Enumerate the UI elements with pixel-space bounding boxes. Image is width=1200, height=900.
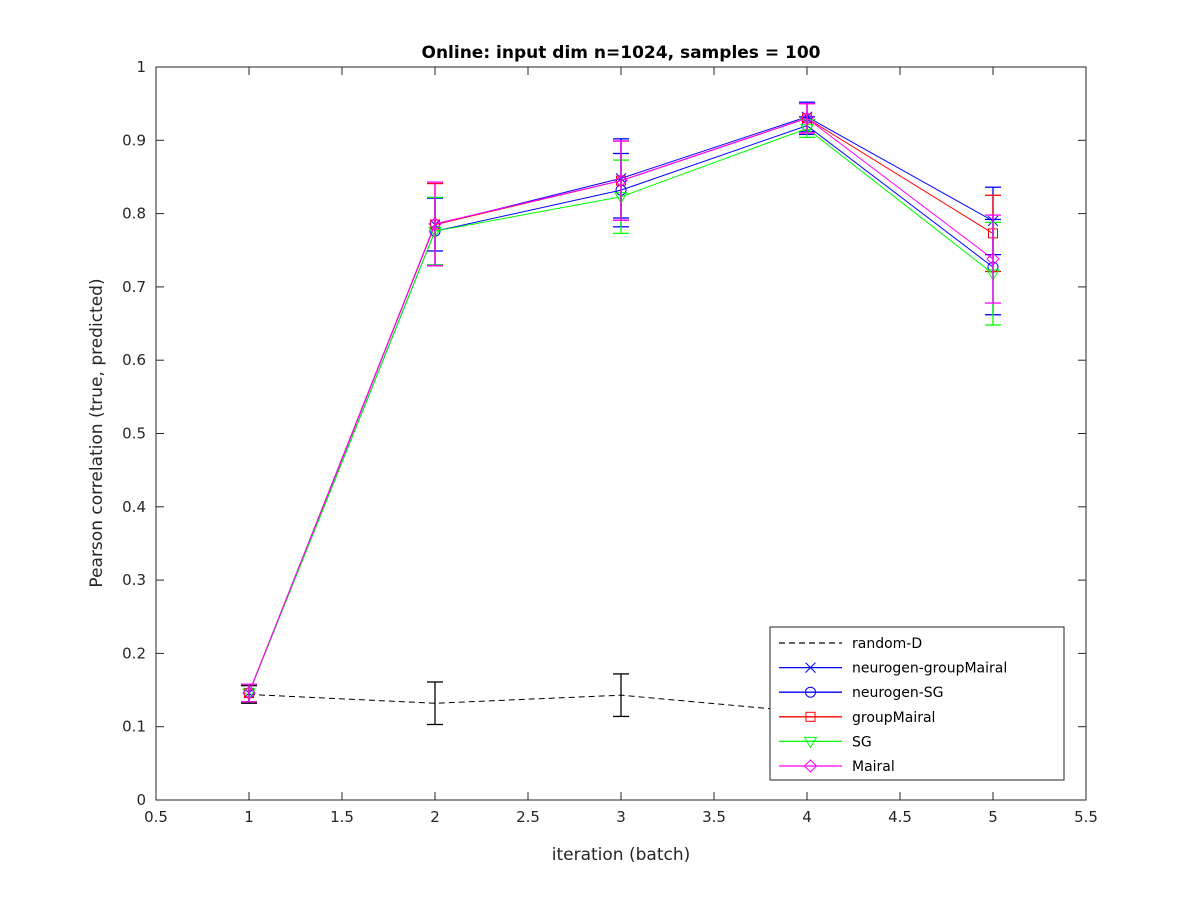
y-tick-label: 0.6 xyxy=(122,351,146,369)
legend-marker xyxy=(805,711,816,722)
y-axis-label: Pearson correlation (true, predicted) xyxy=(87,278,107,587)
series-layer xyxy=(241,101,1001,726)
data-point xyxy=(986,252,1000,266)
x-axis-label: iteration (batch) xyxy=(552,845,690,865)
data-point xyxy=(800,111,814,126)
legend-box xyxy=(769,626,1065,781)
data-point xyxy=(428,217,442,231)
legend-marker xyxy=(803,759,818,773)
data-point xyxy=(242,686,256,700)
legend-marker xyxy=(803,736,818,749)
data-point xyxy=(614,173,628,188)
x-tick-label: 5 xyxy=(988,808,998,826)
series-5 xyxy=(241,103,1001,703)
legend-label: SG xyxy=(852,734,872,750)
y-tick-label: 0.2 xyxy=(122,644,146,662)
legend-label: neurogen-SG xyxy=(852,685,944,701)
y-tick-label: 0 xyxy=(136,791,146,809)
y-tick-label: 0.8 xyxy=(122,205,146,223)
axis-ticks: 0.5 1 1.5 2 2.5 3 3.5 4 4.5 5 5.5 0 0.1 0.2 0.3 0.4 0.5 0… xyxy=(122,58,1098,826)
x-tick-label: 0.5 xyxy=(144,808,168,826)
x-tick-label: 4 xyxy=(802,808,812,826)
y-tick-label: 0.9 xyxy=(122,131,146,149)
legend-label: random-D xyxy=(852,636,922,652)
legend-marker xyxy=(805,686,816,698)
x-tick-label: 3 xyxy=(616,808,626,826)
x-tick-label: 5.5 xyxy=(1074,808,1098,826)
y-tick-label: 0.1 xyxy=(122,718,146,736)
x-tick-label: 4.5 xyxy=(888,808,912,826)
x-tick-label: 2.5 xyxy=(516,808,540,826)
y-tick-label: 0.5 xyxy=(122,425,146,443)
x-tick-label: 3.5 xyxy=(702,808,726,826)
legend-label: Mairal xyxy=(852,759,895,775)
legend-label: neurogen-groupMairal xyxy=(852,661,1007,677)
legend-marker xyxy=(805,662,816,673)
y-tick-label: 1 xyxy=(136,58,146,76)
y-tick-label: 0.7 xyxy=(122,278,146,296)
legend-label: groupMairal xyxy=(852,710,935,726)
y-tick-label: 0.3 xyxy=(122,571,146,589)
y-tick-label: 0.4 xyxy=(122,498,146,516)
x-tick-label: 1.5 xyxy=(330,808,354,826)
legend: random-D neurogen-groupMairal neurogen-SG g… xyxy=(769,626,1065,781)
chart-title: Online: input dim n=1024, samples = 100 xyxy=(422,43,821,63)
x-tick-label: 2 xyxy=(430,808,440,826)
x-tick-label: 1 xyxy=(244,808,254,826)
